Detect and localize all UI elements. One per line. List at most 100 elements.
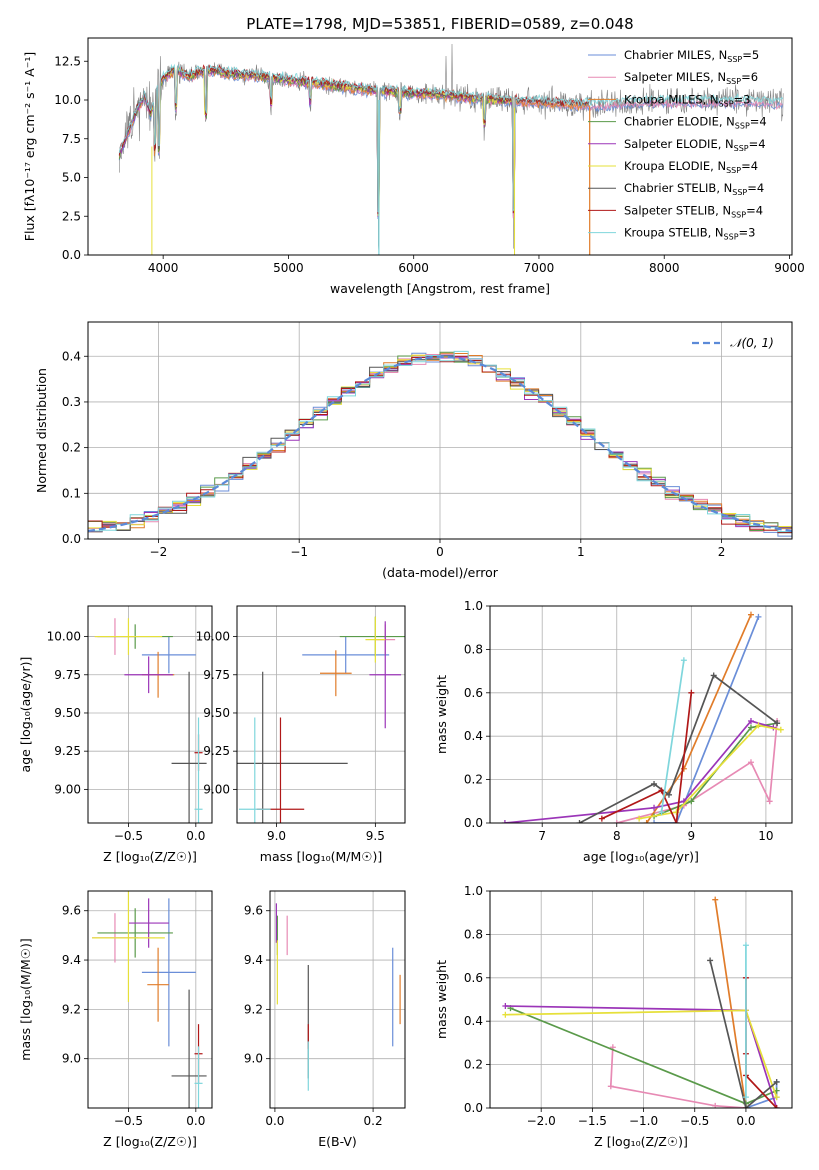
x-axis-label: (data-model)/error: [382, 565, 499, 580]
mass-weight-marker: [651, 780, 658, 787]
y-tick-label: 0.0: [464, 1101, 483, 1115]
y-axis-label: mass weight: [434, 675, 449, 754]
mass-weight-vs-age-panel: 7 8 9 10 0.0 0.2 0.4 0.6 0.8 1.0 age [log₁₀(age/yr…: [434, 599, 793, 864]
mass-weight-marker: [773, 1078, 780, 1085]
x-tick-label: 0.2: [364, 1114, 383, 1128]
y-tick-label: 9.2: [62, 1002, 81, 1016]
y-tick-label: 0.3: [62, 395, 81, 409]
x-axis-label: age [log₁₀(age/yr)]: [583, 849, 699, 864]
axes-frame: [269, 890, 406, 1109]
mass-weight-marker: [710, 672, 717, 679]
x-tick-label: −0.5: [114, 829, 143, 843]
errorbars: [275, 903, 401, 1091]
x-axis-label: wavelength [Angstrom, rest frame]: [330, 281, 550, 296]
x-tick-label: 2: [718, 545, 726, 559]
y-tick-label: 9.50: [203, 706, 230, 720]
axes-frame: [87, 890, 213, 1109]
legend-count: =4: [746, 203, 763, 217]
legend-subscript: SSP: [734, 144, 749, 153]
y-axis-label: mass [log₁₀(M/M☉)]: [18, 938, 33, 1060]
axes-frame: [87, 605, 213, 824]
legend-label: Kroupa STELIB, NSSP=3: [624, 226, 755, 242]
legend-label: 𝒩(0, 1): [730, 336, 774, 350]
x-tick-label: 7: [538, 829, 546, 843]
mass-weight-marker: [673, 820, 680, 823]
x-tick-label: 0.0: [186, 1114, 205, 1128]
y-tick-label: 12.5: [54, 54, 81, 68]
y-tick-label: 9.2: [244, 1002, 263, 1016]
y-axis-label: Flux [fλ10⁻¹⁷ erg cm⁻² s⁻¹ A⁻¹]: [22, 52, 37, 241]
legend-count: =3: [734, 92, 751, 106]
legend-name: Salpeter MILES, N: [624, 70, 726, 84]
mass-weight-marker: [774, 720, 781, 727]
mass-weight-line: [654, 616, 760, 823]
y-tick-label: 5.0: [62, 171, 81, 185]
y-tick-label: 0.4: [464, 729, 483, 743]
y-tick-label: 0.2: [464, 1058, 483, 1072]
legend-label: Chabrier MILES, NSSP=5: [624, 48, 759, 64]
legend-subscript: SSP: [732, 188, 747, 197]
mass-weight-marker: [658, 809, 665, 816]
legend-count: =3: [739, 226, 756, 240]
y-tick-label: 0.8: [464, 642, 483, 656]
mass-weight-marker: [742, 1094, 749, 1101]
legend-name: Kroupa MILES, N: [624, 92, 719, 106]
x-tick-label: 0.0: [736, 1114, 755, 1128]
y-tick-label: 10.00: [47, 630, 81, 644]
y-tick-label: 9.6: [244, 904, 263, 918]
legend-label: Salpeter MILES, NSSP=6: [624, 70, 758, 86]
legend-subscript: SSP: [726, 166, 741, 175]
y-tick-label: 0.2: [464, 773, 483, 787]
x-tick-label: 8: [613, 829, 621, 843]
mass-weight-marker: [766, 798, 773, 805]
legend-name: Chabrier ELODIE, N: [624, 115, 735, 129]
mass-weight-marker: [755, 722, 762, 729]
y-tick-label: 0.0: [62, 248, 81, 262]
mass-vs-EBV-panel: 0.0 0.2 9.0 9.2 9.4 9.6 E(B-V): [244, 890, 406, 1149]
mass-weight-line: [660, 660, 685, 813]
legend-subscript: SSP: [724, 233, 739, 242]
x-tick-label: 0: [436, 545, 444, 559]
mass-weight-marker: [707, 957, 714, 964]
x-axis-label: mass [log₁₀(M/M☉)]: [260, 849, 382, 864]
legend-subscript: SSP: [731, 210, 746, 219]
age-vs-Z-panel: −0.5 0.0 9.00 9.25 9.50 9.75 10.00 Z [log₁₀(Z/Z…: [18, 605, 213, 864]
x-tick-label: 9.5: [366, 829, 385, 843]
mass-weight-marker: [747, 759, 754, 766]
legend-label: Kroupa MILES, NSSP=3: [624, 92, 750, 108]
x-tick-label: 0.0: [265, 1114, 284, 1128]
legend-name: Chabrier MILES, N: [624, 48, 727, 62]
x-tick-label: 9: [688, 829, 696, 843]
y-tick-label: 0.6: [464, 971, 483, 985]
legend-subscript: SSP: [727, 55, 742, 64]
mass-weight-marker: [502, 1011, 509, 1018]
mass-weight-marker: [636, 815, 643, 822]
legend-count: =4: [750, 115, 767, 129]
legend-subscript: SSP: [719, 99, 734, 108]
legend-name: Kroupa ELODIE, N: [624, 159, 726, 173]
mass-weight-marker: [607, 1083, 614, 1090]
x-tick-label: 9000: [774, 261, 805, 275]
legend-name: Kroupa STELIB, N: [624, 226, 724, 240]
y-tick-label: 9.75: [203, 668, 230, 682]
model-spectrum-line: [118, 63, 784, 213]
x-tick-label: −1.0: [629, 1114, 658, 1128]
mass-weight-marker: [742, 1105, 749, 1108]
mass-vs-Z-panel: −0.5 0.0 9.0 9.2 9.4 9.6 Z [log₁₀(Z/Z☉)] mass […: [18, 890, 213, 1149]
legend-name: Salpeter ELODIE, N: [624, 137, 734, 151]
y-axis-label: Normed distribution: [34, 368, 49, 493]
mass-weight-vs-Z-panel: −2.0 −1.5 −1.0 −0.5 0.0 0.0 0.2 0.4 0.6 0.8 1.0 Z […: [434, 884, 793, 1149]
x-axis-label: Z [log₁₀(Z/Z☉)]: [594, 1134, 688, 1149]
mass-weight-marker: [658, 787, 665, 794]
y-tick-label: 0.0: [464, 816, 483, 830]
x-tick-label: 6000: [398, 261, 429, 275]
mass-weight-marker: [688, 689, 695, 696]
y-tick-label: 9.0: [244, 1052, 263, 1066]
mass-weight-marker: [747, 724, 754, 731]
mass-weight-marker: [688, 798, 695, 805]
y-tick-label: 0.8: [464, 927, 483, 941]
normal-curve: [88, 355, 792, 533]
mass-weight-line: [638, 724, 781, 820]
